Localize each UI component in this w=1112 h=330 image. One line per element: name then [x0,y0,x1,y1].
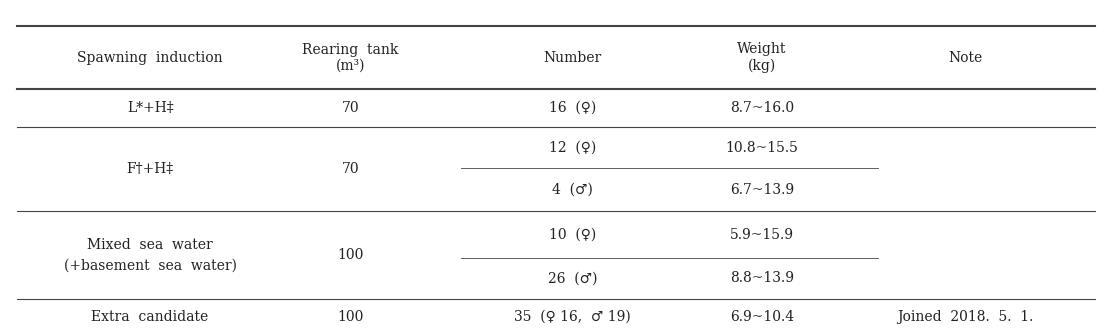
Text: 35  (♀ 16,  ♂ 19): 35 (♀ 16, ♂ 19) [515,310,631,324]
Text: L*+H‡: L*+H‡ [127,101,173,115]
Text: 100: 100 [337,248,364,262]
Text: 5.9~15.9: 5.9~15.9 [729,228,794,242]
Text: Spawning  induction: Spawning induction [78,51,222,65]
Text: 6.7~13.9: 6.7~13.9 [729,183,794,197]
Text: Rearing  tank
(m³): Rearing tank (m³) [302,43,398,73]
Text: Extra  candidate: Extra candidate [91,310,209,324]
Text: Weight
(kg): Weight (kg) [737,43,786,73]
Text: 100: 100 [337,310,364,324]
Text: F†+H‡: F†+H‡ [127,162,173,176]
Text: 70: 70 [341,101,359,115]
Text: Joined  2018.  5.  1.: Joined 2018. 5. 1. [897,310,1033,324]
Text: Number: Number [544,51,602,65]
Text: 6.9~10.4: 6.9~10.4 [729,310,794,324]
Text: 10.8~15.5: 10.8~15.5 [725,141,798,155]
Text: 16  (♀): 16 (♀) [549,101,596,115]
Text: 4  (♂): 4 (♂) [553,183,593,197]
Text: 12  (♀): 12 (♀) [549,141,596,155]
Text: 8.7~16.0: 8.7~16.0 [729,101,794,115]
Text: Note: Note [949,51,982,65]
Text: 26  (♂): 26 (♂) [548,271,597,285]
Text: 10  (♀): 10 (♀) [549,228,596,242]
Text: Mixed  sea  water
(+basement  sea  water): Mixed sea water (+basement sea water) [63,238,237,272]
Text: 8.8~13.9: 8.8~13.9 [729,271,794,285]
Text: 70: 70 [341,162,359,176]
